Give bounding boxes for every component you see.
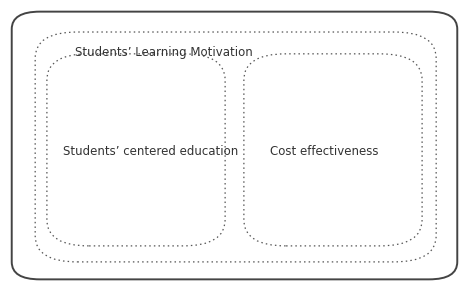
Text: Students’ Learning Motivation: Students’ Learning Motivation	[75, 46, 253, 59]
Text: Students’ centered education: Students’ centered education	[63, 145, 239, 158]
Text: Cost effectiveness: Cost effectiveness	[270, 145, 378, 158]
FancyBboxPatch shape	[12, 12, 457, 279]
